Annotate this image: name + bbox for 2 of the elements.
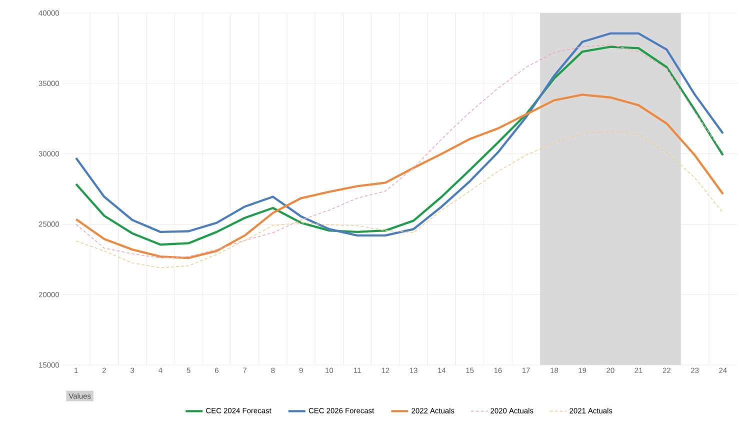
line-series [74,94,724,260]
line-series [76,130,724,268]
